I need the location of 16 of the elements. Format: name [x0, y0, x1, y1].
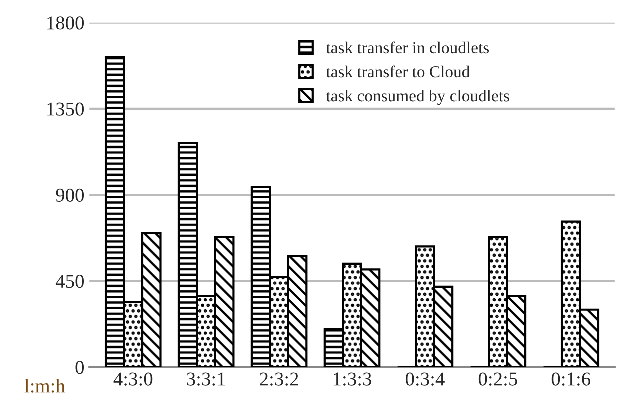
legend-label: task transfer in cloudlets — [326, 42, 490, 54]
y-tick-label: 450 — [56, 274, 84, 288]
x-tick-label: 2:3:2 — [260, 372, 298, 386]
x-tick-label: 3:3:1 — [187, 372, 226, 386]
y-tick-label: 900 — [56, 188, 84, 202]
x-tick-label: 0:3:4 — [406, 372, 445, 386]
y-tick-label: 1350 — [48, 102, 84, 116]
legend-label: task transfer to Cloud — [326, 66, 470, 78]
x-tick-label: 0:2:5 — [478, 372, 518, 386]
y-tick-label: 0 — [76, 361, 84, 374]
x-tick-label: 1:3:3 — [334, 372, 372, 386]
x-tick-label: 0:1:6 — [552, 372, 591, 386]
legend-label: task consumed by cloudlets — [326, 90, 510, 106]
y-tick-label: 1800 — [48, 16, 84, 30]
x-tick-label: 4:3:0 — [114, 372, 153, 386]
x-axis-title: l:m:h — [24, 379, 66, 393]
